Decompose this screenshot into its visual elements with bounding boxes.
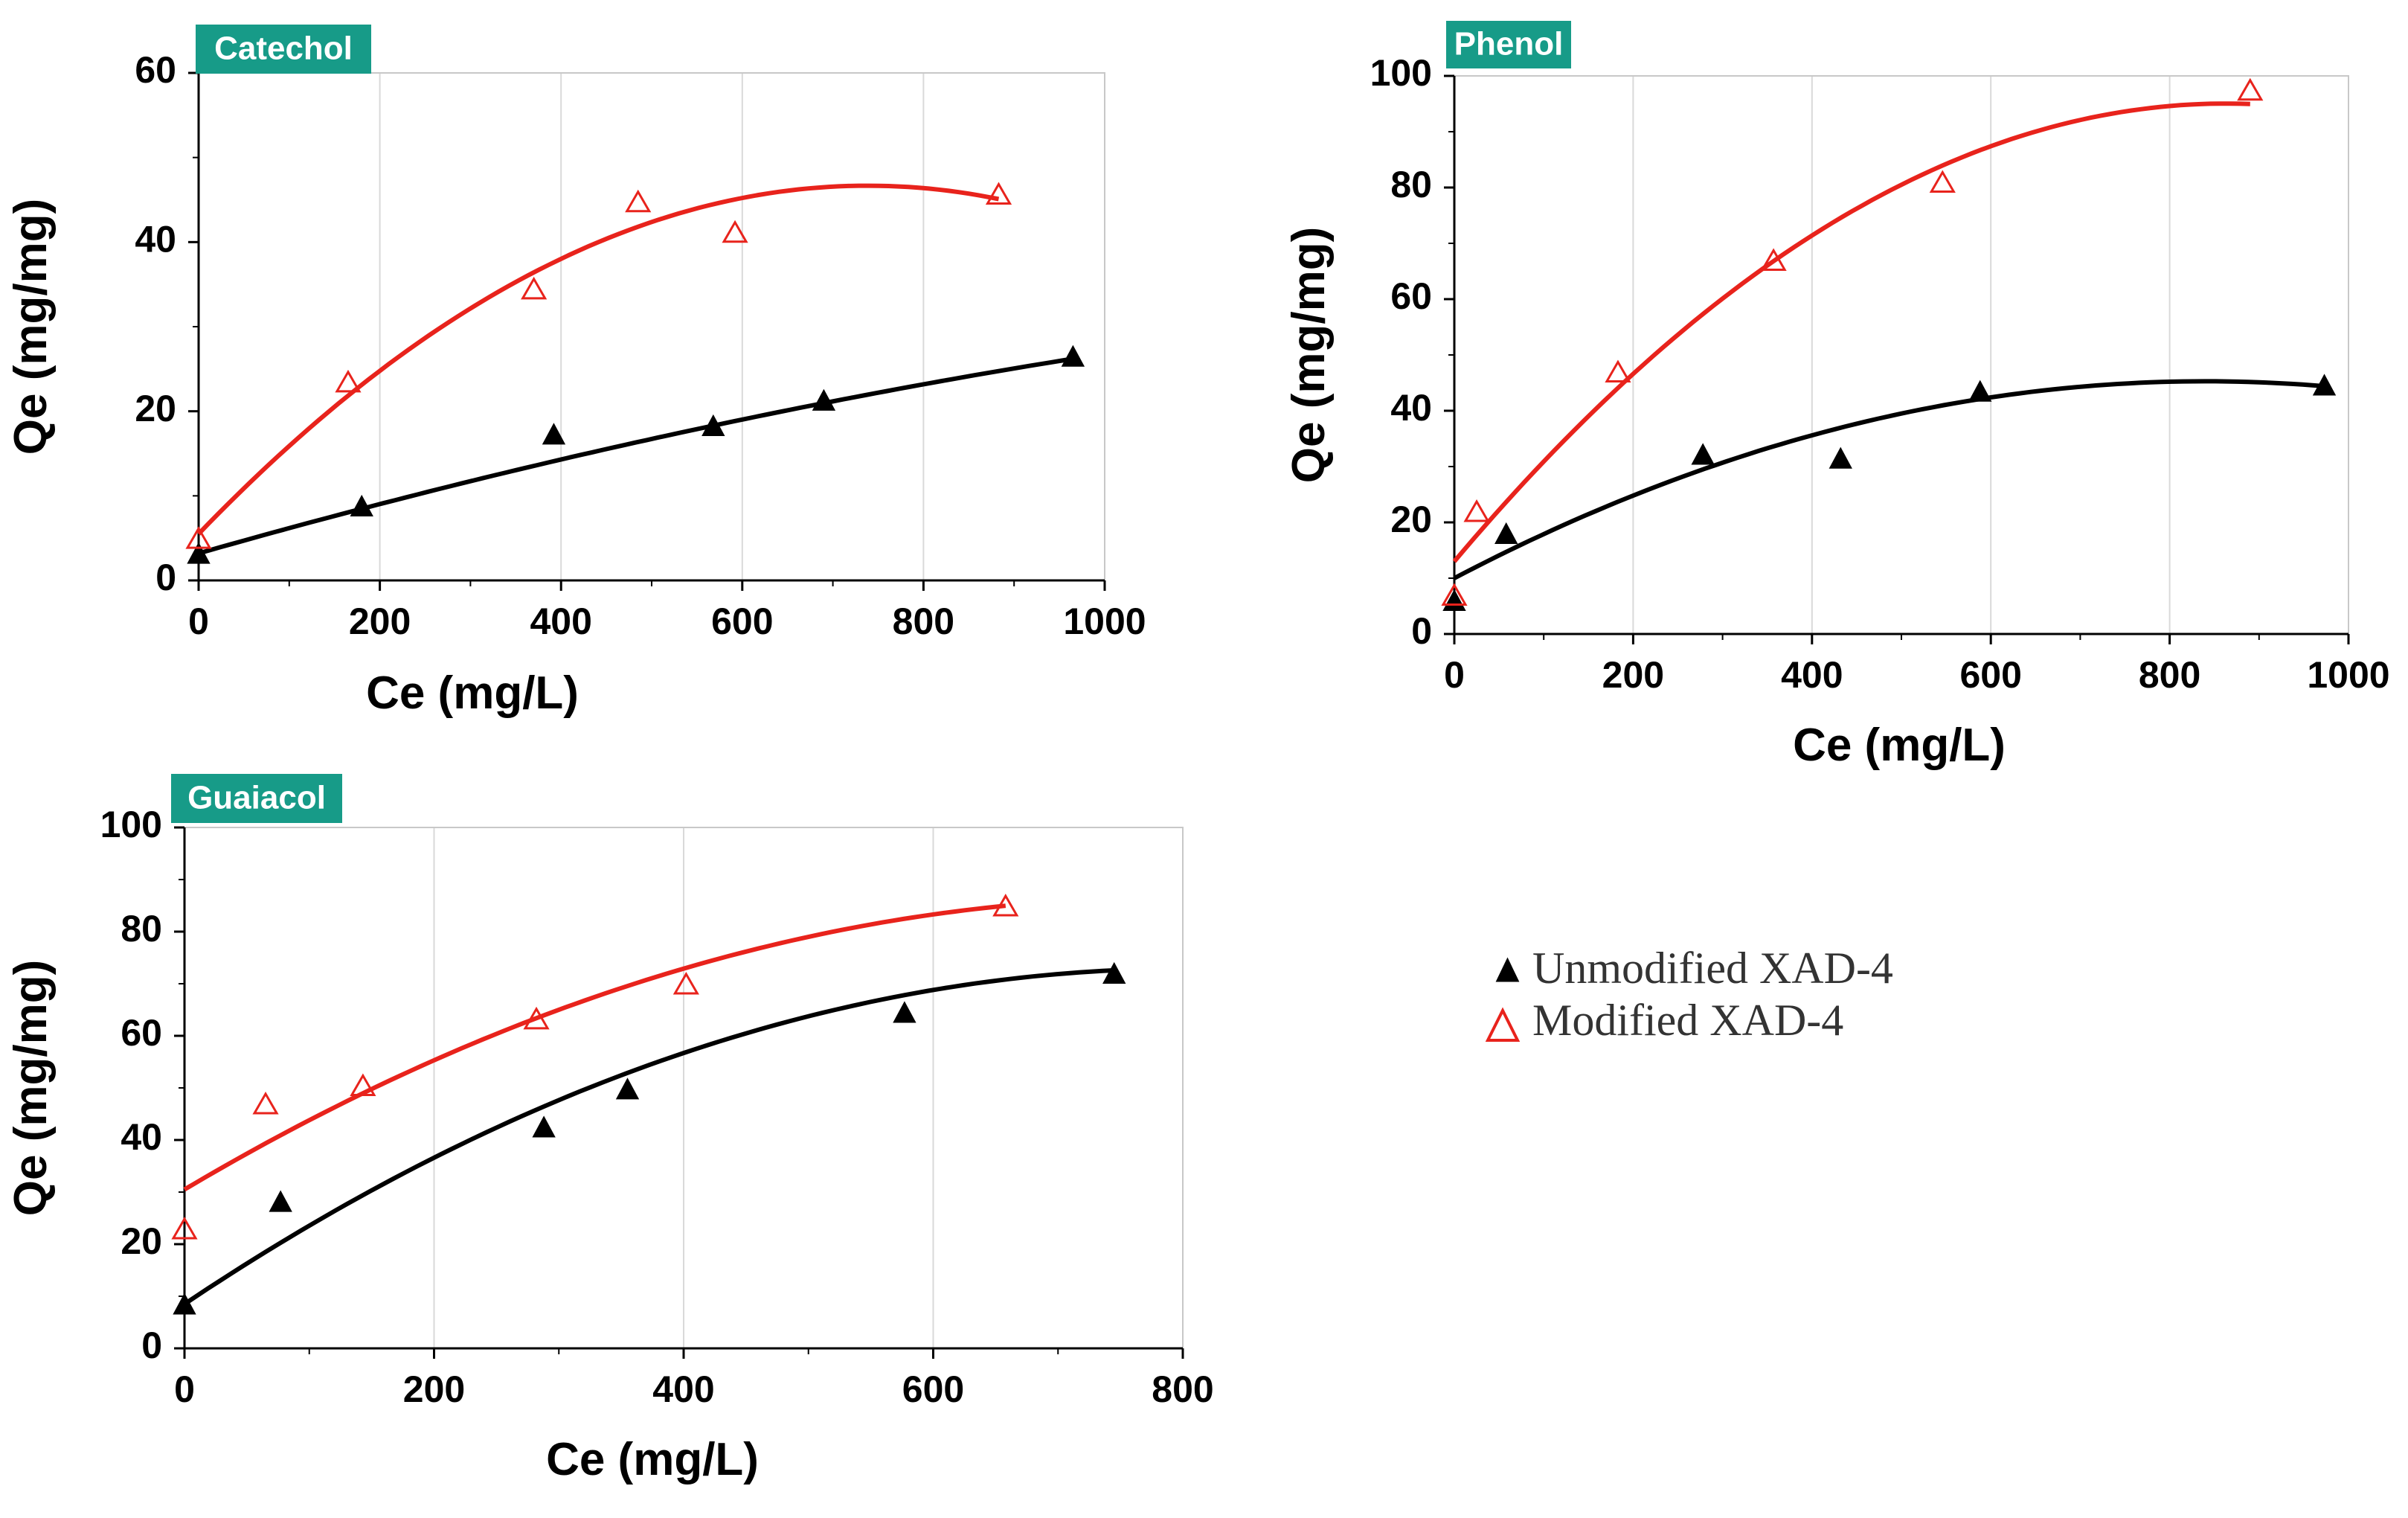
catechol-x-tick-label: 400 (530, 601, 591, 642)
guaiacol-y-tick-label: 80 (121, 908, 162, 949)
guaiacol-y-tick-label: 60 (121, 1012, 162, 1054)
guaiacol-point-unmodified (173, 1293, 196, 1315)
phenol-y-tick-label: 20 (1390, 499, 1432, 540)
phenol-point-unmodified (1968, 380, 1992, 402)
catechol-point-unmodified (1061, 345, 1085, 367)
guaiacol-x-tick-label: 400 (652, 1368, 714, 1410)
legend-marker-unmodified (1495, 957, 1520, 982)
guaiacol-point-unmodified (532, 1115, 556, 1138)
catechol-panel-label-box (196, 25, 371, 74)
catechol-y-tick-label: 20 (135, 388, 176, 429)
guaiacol-x-tick-label: 0 (174, 1368, 195, 1410)
catechol-fit-curve-modified (196, 183, 1000, 536)
guaiacol-fit-curve-modified (183, 903, 1006, 1192)
guaiacol-point-modified (252, 1091, 279, 1115)
catechol-x-tick-label: 0 (188, 601, 209, 642)
phenol-point-modified (1760, 248, 1787, 271)
guaiacol-panel-label: Guaiacol (187, 780, 326, 816)
catechol-point-unmodified (542, 423, 566, 445)
catechol-y-axis-title: Qe (mg/mg) (5, 199, 57, 455)
guaiacol-point-modified (992, 893, 1019, 917)
catechol-x-tick-label: 600 (711, 601, 773, 642)
phenol-point-modified (1441, 583, 1468, 606)
catechol-y-tick-label: 40 (135, 219, 176, 260)
phenol-panel-label: Phenol (1454, 26, 1564, 63)
guaiacol-y-tick-label: 40 (121, 1116, 162, 1158)
phenol-y-tick-label: 40 (1390, 387, 1432, 429)
guaiacol-point-modified (523, 1006, 550, 1030)
guaiacol-y-tick-label: 100 (100, 804, 162, 845)
guaiacol-point-unmodified (269, 1190, 292, 1212)
guaiacol-point-unmodified (893, 1001, 916, 1023)
catechol-x-tick-label: 200 (349, 601, 411, 642)
phenol-x-tick-label: 600 (1959, 654, 2021, 696)
catechol-point-modified (722, 220, 748, 243)
catechol-point-modified (185, 526, 212, 549)
catechol-y-tick-label: 60 (135, 49, 176, 91)
catechol-point-modified (521, 276, 548, 300)
catechol-point-modified (985, 182, 1012, 205)
catechol-point-modified (625, 189, 652, 213)
guaiacol-y-tick-label: 20 (121, 1220, 162, 1262)
catechol-point-unmodified (701, 414, 725, 436)
phenol-point-unmodified (1829, 446, 1852, 469)
legend: Unmodified XAD-4 Modified XAD-4 (1485, 944, 1893, 1045)
phenol-point-modified (2237, 77, 2264, 101)
chart-guaiacol: 0 20 40 60 80 100 0 200 400 600 800 Ce (mg/L) Qe (mg… (5, 774, 1214, 1485)
guaiacol-point-modified (672, 971, 699, 995)
phenol-fit-curve-modified (1452, 101, 2250, 563)
guaiacol-point-modified (171, 1216, 198, 1240)
catechol-point-unmodified (350, 494, 373, 516)
phenol-y-axis-title: Qe (mg/mg) (1283, 227, 1335, 483)
phenol-x-tick-label: 0 (1444, 654, 1465, 696)
phenol-y-tick-label: 60 (1390, 275, 1432, 317)
catechol-point-modified (335, 369, 362, 393)
phenol-point-unmodified (2312, 374, 2337, 396)
guaiacol-x-tick-label: 800 (1152, 1368, 1213, 1410)
phenol-point-modified (1463, 499, 1490, 522)
guaiacol-point-modified (350, 1073, 376, 1096)
phenol-y-tick-label: 80 (1390, 164, 1432, 205)
phenol-point-modified (1605, 359, 1631, 382)
phenol-x-tick-label: 400 (1781, 654, 1843, 696)
catechol-x-tick-label: 1000 (1063, 601, 1146, 642)
legend-label-unmodified: Unmodified XAD-4 (1532, 944, 1893, 993)
phenol-point-modified (1929, 170, 1956, 193)
catechol-panel-label: Catechol (214, 31, 353, 67)
catechol-point-unmodified (812, 388, 836, 411)
guaiacol-y-axis-title: Qe (mg/mg) (5, 960, 57, 1216)
phenol-x-axis-title: Ce (mg/L) (1793, 720, 2006, 771)
legend-marker-modified (1485, 1007, 1521, 1042)
phenol-x-tick-label: 200 (1602, 654, 1664, 696)
catechol-x-tick-label: 800 (893, 601, 954, 642)
guaiacol-x-tick-label: 600 (902, 1368, 964, 1410)
guaiacol-point-unmodified (615, 1077, 640, 1100)
guaiacol-y-tick-label: 0 (141, 1325, 162, 1366)
catechol-y-tick-label: 0 (155, 557, 176, 598)
legend-label-modified: Modified XAD-4 (1532, 996, 1843, 1045)
phenol-point-unmodified (1691, 443, 1715, 465)
phenol-x-tick-label: 1000 (2307, 654, 2389, 696)
catechol-point-unmodified (187, 542, 211, 564)
catechol-fit-curve-unmodified (198, 356, 1073, 556)
guaiacol-x-axis-title: Ce (mg/L) (546, 1434, 759, 1485)
phenol-fit-curve-unmodified (1453, 379, 2325, 580)
phenol-panel-label-box (1446, 21, 1571, 68)
catechol-x-axis-title: Ce (mg/L) (366, 667, 579, 719)
guaiacol-fit-curve-unmodified (183, 968, 1114, 1306)
guaiacol-x-tick-label: 200 (403, 1368, 465, 1410)
guaiacol-point-unmodified (1102, 961, 1126, 984)
phenol-y-tick-label: 0 (1411, 610, 1432, 652)
phenol-y-tick-label: 100 (1370, 52, 1432, 94)
guaiacol-panel-label-box (171, 774, 342, 823)
phenol-x-tick-label: 800 (2139, 654, 2200, 696)
phenol-point-unmodified (1494, 522, 1518, 544)
